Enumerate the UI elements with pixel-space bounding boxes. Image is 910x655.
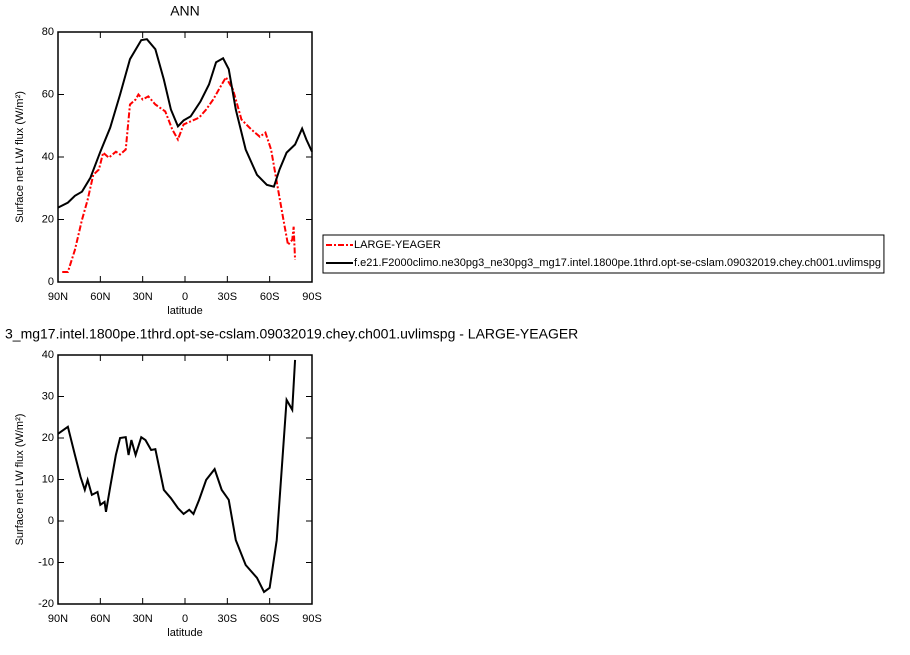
y-tick-label: 40 bbox=[42, 151, 54, 163]
x-axis-label: latitude bbox=[167, 305, 202, 317]
y-tick-label: -10 bbox=[38, 556, 54, 568]
x-tick-label: 30S bbox=[218, 291, 238, 303]
y-axis-label: Surface net LW flux (W/m²) bbox=[14, 414, 26, 546]
x-tick-label: 60N bbox=[90, 291, 110, 303]
x-tick-label: 0 bbox=[182, 291, 188, 303]
y-tick-label: -20 bbox=[38, 598, 54, 610]
plot-frame bbox=[57, 31, 313, 283]
legend-label: f.e21.F2000climo.ne30pg3_ne30pg3_mg17.in… bbox=[354, 257, 881, 269]
chart-title: ANN bbox=[170, 3, 200, 19]
chart-title: 3_mg17.intel.1800pe.1thrd.opt-se-cslam.0… bbox=[5, 326, 578, 342]
x-tick-label: 30S bbox=[218, 613, 238, 625]
y-tick-label: 20 bbox=[42, 432, 54, 444]
x-tick-label: 90S bbox=[302, 291, 322, 303]
x-tick-label: 60S bbox=[260, 613, 280, 625]
y-tick-label: 30 bbox=[42, 390, 54, 402]
y-tick-label: 60 bbox=[42, 88, 54, 100]
x-tick-label: 30N bbox=[133, 613, 153, 625]
series-line bbox=[57, 359, 297, 594]
y-tick-label: 40 bbox=[42, 349, 54, 361]
x-tick-label: 90N bbox=[48, 613, 68, 625]
y-tick-label: 0 bbox=[48, 515, 54, 527]
y-tick-label: 80 bbox=[42, 26, 54, 38]
x-tick-label: 90N bbox=[48, 291, 68, 303]
legend-box bbox=[322, 234, 885, 274]
x-tick-label: 60S bbox=[260, 291, 280, 303]
series-line bbox=[62, 75, 297, 273]
x-tick-label: 30N bbox=[133, 291, 153, 303]
x-axis-label: latitude bbox=[167, 627, 202, 639]
x-tick-label: 90S bbox=[302, 613, 322, 625]
y-tick-label: 0 bbox=[48, 276, 54, 288]
y-tick-label: 10 bbox=[42, 473, 54, 485]
y-axis-label: Surface net LW flux (W/m²) bbox=[14, 91, 26, 223]
x-tick-label: 60N bbox=[90, 613, 110, 625]
legend-label: LARGE-YEAGER bbox=[354, 239, 441, 251]
series-line bbox=[57, 38, 313, 209]
x-tick-label: 0 bbox=[182, 613, 188, 625]
plot-frame bbox=[57, 354, 313, 605]
y-tick-label: 20 bbox=[42, 213, 54, 225]
